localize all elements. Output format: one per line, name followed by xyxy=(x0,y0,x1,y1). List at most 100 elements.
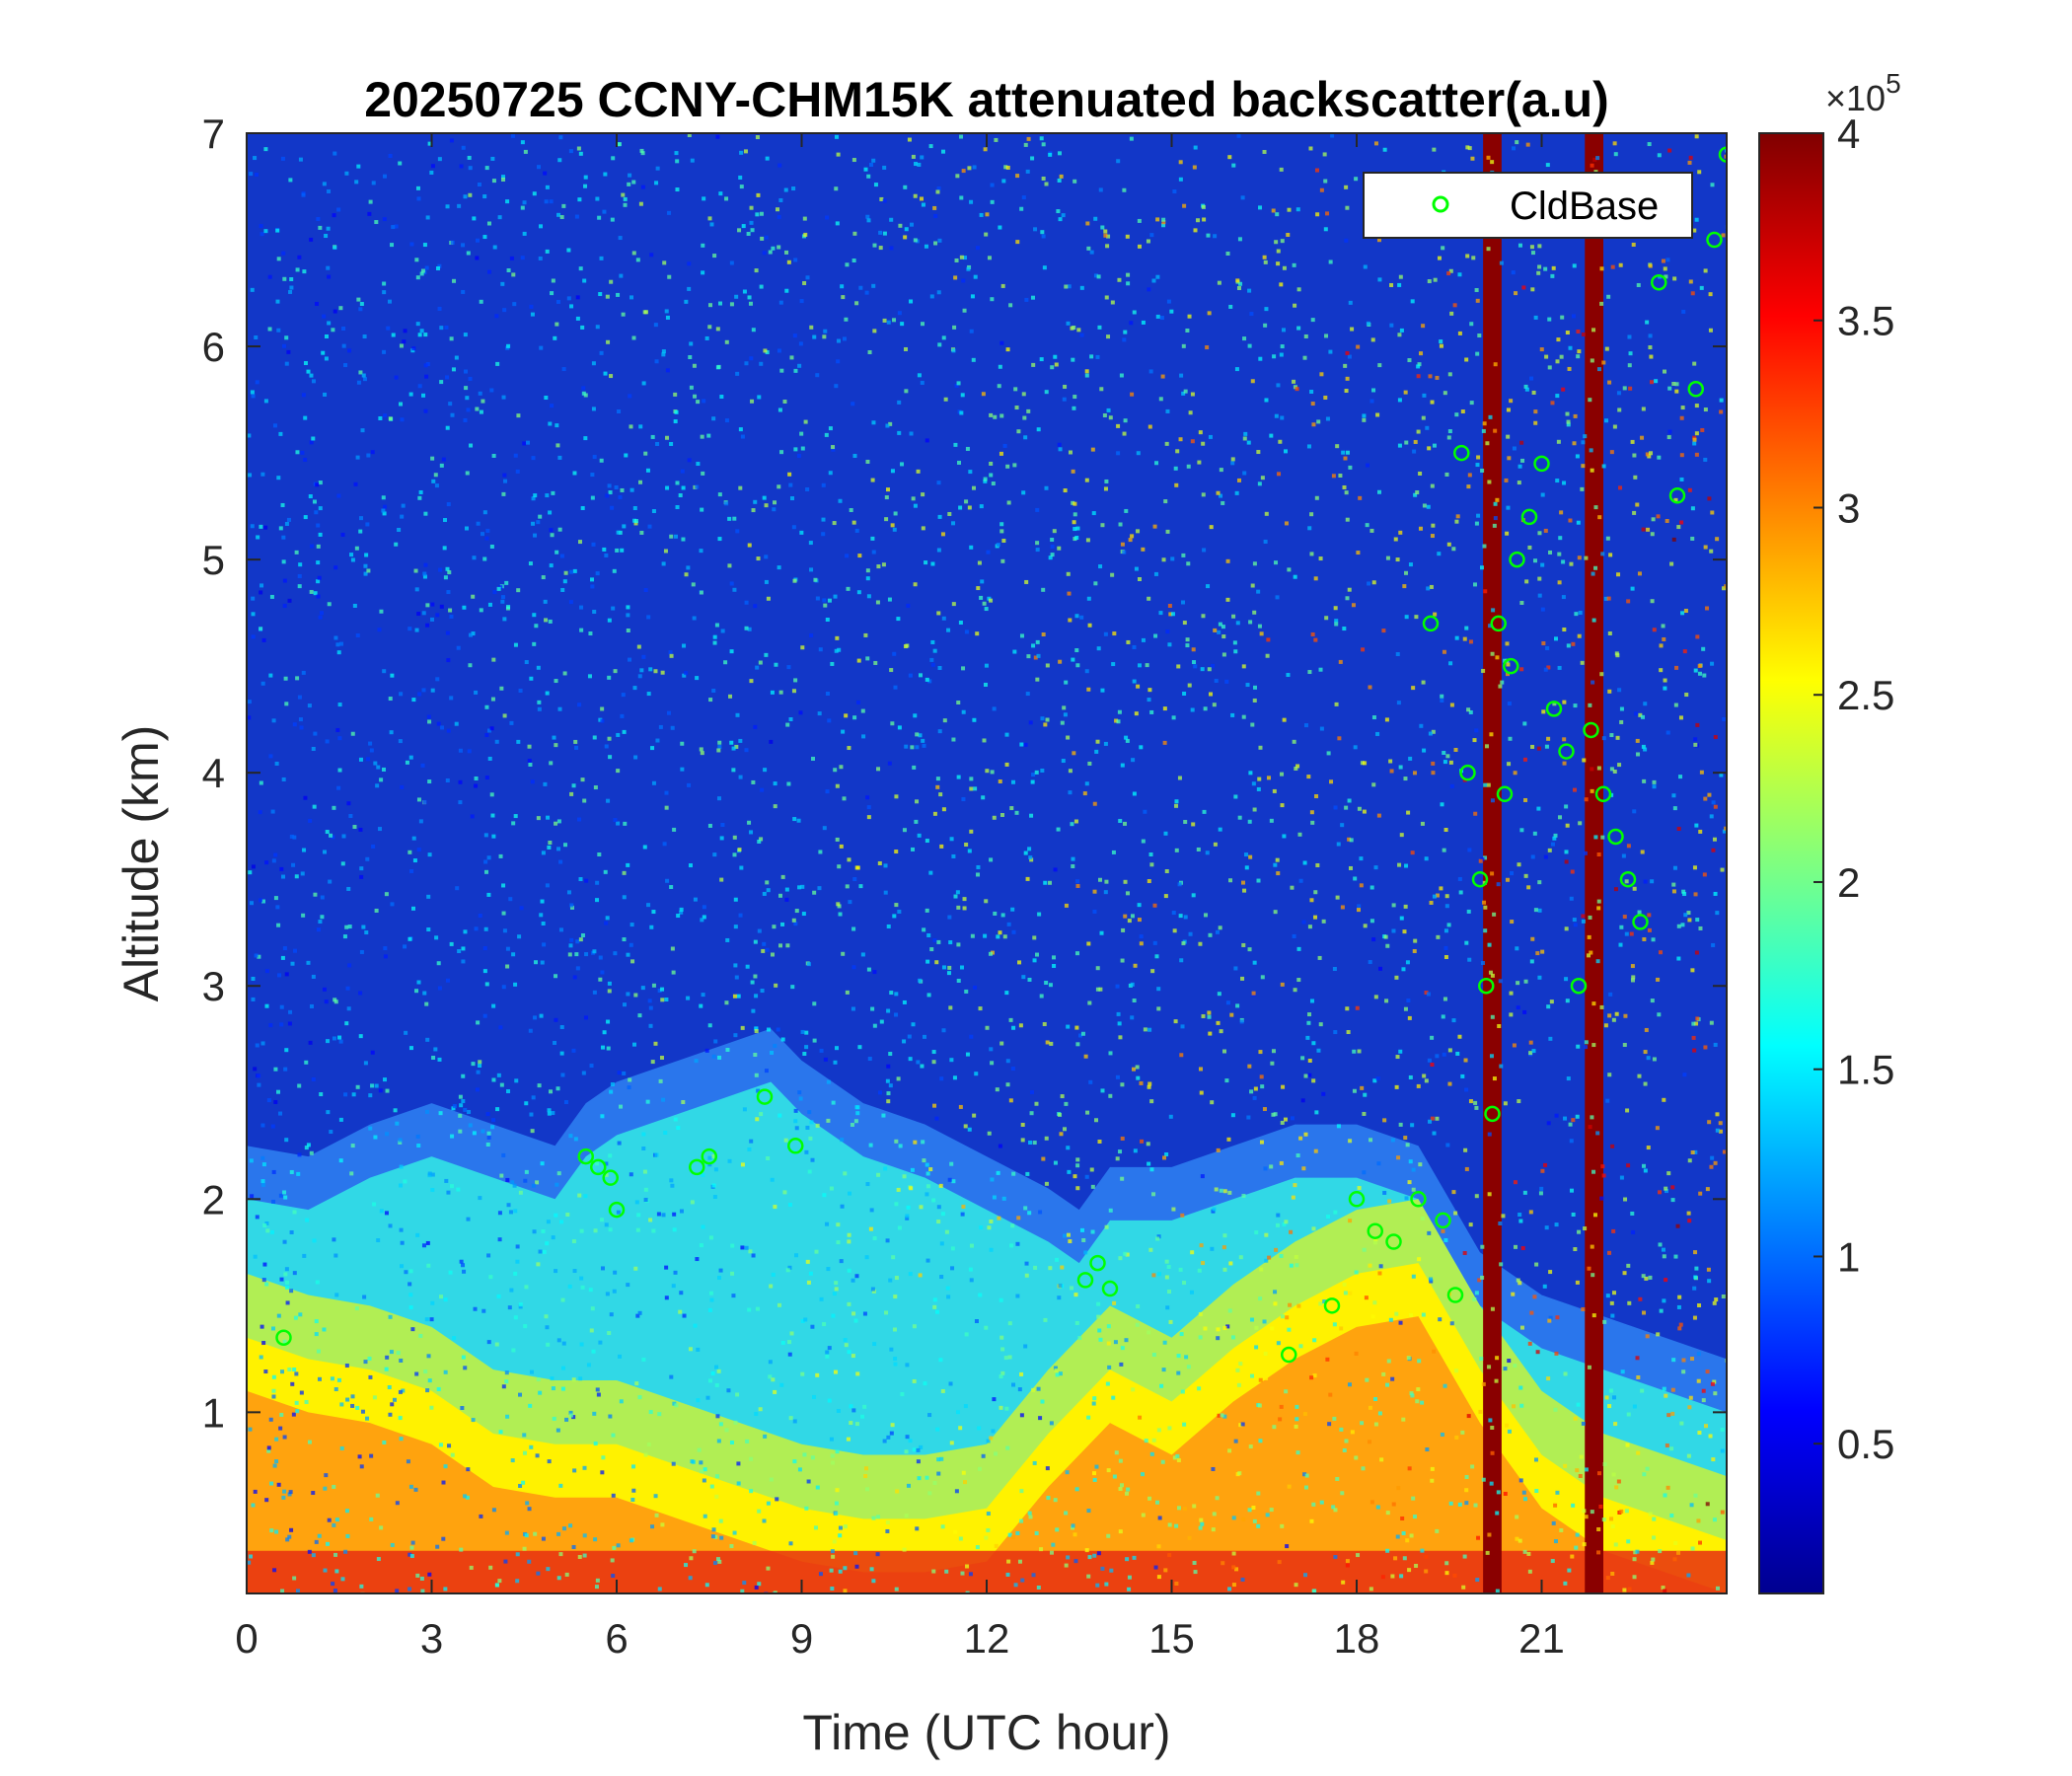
noise-pixel xyxy=(1424,991,1429,996)
noise-pixel xyxy=(501,491,506,496)
noise-pixel xyxy=(1238,1255,1243,1260)
noise-pixel xyxy=(1715,537,1720,542)
noise-pixel xyxy=(919,1444,924,1449)
noise-pixel xyxy=(1116,159,1121,164)
noise-pixel xyxy=(274,1529,279,1534)
noise-pixel xyxy=(443,1464,448,1469)
noise-pixel xyxy=(642,845,647,850)
noise-pixel xyxy=(1057,546,1062,551)
noise-pixel xyxy=(403,944,407,949)
noise-pixel xyxy=(716,796,721,801)
noise-pixel xyxy=(268,1023,273,1028)
noise-pixel xyxy=(1713,891,1718,896)
noise-pixel xyxy=(1589,448,1593,453)
noise-pixel xyxy=(961,709,966,714)
noise-pixel xyxy=(988,951,993,956)
noise-pixel xyxy=(916,1459,921,1464)
noise-pixel xyxy=(1529,959,1534,964)
noise-pixel xyxy=(1577,349,1582,354)
noise-pixel xyxy=(1146,239,1150,244)
noise-pixel xyxy=(975,631,980,636)
noise-pixel xyxy=(552,1416,556,1421)
noise-pixel xyxy=(487,269,492,274)
noise-pixel xyxy=(1264,511,1269,516)
noise-pixel xyxy=(1576,354,1581,359)
noise-pixel xyxy=(806,1479,811,1484)
noise-pixel xyxy=(1264,398,1269,403)
noise-pixel xyxy=(1063,384,1068,389)
noise-pixel xyxy=(438,1111,443,1116)
noise-pixel xyxy=(1414,1563,1419,1568)
noise-pixel xyxy=(1123,418,1128,423)
noise-pixel xyxy=(1432,1131,1437,1136)
noise-pixel xyxy=(534,624,539,629)
noise-pixel xyxy=(1108,415,1113,420)
noise-pixel xyxy=(1523,979,1528,984)
noise-pixel xyxy=(314,1539,319,1544)
noise-pixel xyxy=(1221,1049,1226,1054)
noise-pixel xyxy=(927,679,932,684)
noise-pixel xyxy=(358,516,363,521)
noise-pixel xyxy=(394,542,399,547)
noise-pixel xyxy=(908,673,913,678)
noise-pixel xyxy=(653,323,658,328)
noise-pixel xyxy=(732,994,737,999)
noise-pixel xyxy=(1500,680,1505,685)
noise-pixel xyxy=(494,314,499,319)
noise-pixel xyxy=(1509,399,1514,404)
noise-pixel xyxy=(1186,561,1191,566)
noise-pixel xyxy=(333,309,337,314)
noise-pixel xyxy=(1487,942,1492,947)
noise-pixel xyxy=(1609,450,1614,455)
noise-pixel xyxy=(1236,478,1241,482)
noise-pixel xyxy=(733,1033,738,1038)
noise-pixel xyxy=(1123,1251,1128,1256)
noise-pixel xyxy=(540,899,545,904)
noise-pixel xyxy=(1091,511,1096,516)
noise-pixel xyxy=(1697,170,1702,175)
noise-pixel xyxy=(1124,508,1129,513)
noise-pixel xyxy=(568,1410,573,1415)
noise-pixel xyxy=(1041,142,1046,147)
noise-pixel xyxy=(780,922,785,926)
noise-pixel xyxy=(1696,1518,1701,1523)
noise-pixel xyxy=(1519,667,1524,672)
noise-pixel xyxy=(1048,152,1053,157)
noise-pixel xyxy=(515,469,520,474)
noise-pixel xyxy=(607,989,612,994)
noise-pixel xyxy=(1408,1074,1413,1079)
noise-pixel xyxy=(559,1220,564,1224)
noise-pixel xyxy=(994,1451,999,1456)
noise-pixel xyxy=(1642,937,1647,942)
noise-pixel xyxy=(482,510,487,515)
noise-pixel xyxy=(607,981,612,986)
noise-pixel xyxy=(917,833,922,838)
noise-pixel xyxy=(882,198,887,203)
noise-pixel xyxy=(1593,565,1598,570)
noise-pixel xyxy=(1483,589,1488,594)
noise-pixel xyxy=(1049,1041,1054,1046)
noise-pixel xyxy=(1537,593,1542,598)
noise-pixel xyxy=(1370,337,1375,342)
noise-pixel xyxy=(822,1193,827,1198)
noise-pixel xyxy=(1307,670,1312,675)
noise-pixel xyxy=(1612,424,1617,429)
noise-pixel xyxy=(564,1572,569,1577)
noise-pixel xyxy=(686,996,691,1000)
noise-pixel xyxy=(937,342,942,347)
noise-pixel xyxy=(1553,1539,1558,1544)
noise-pixel xyxy=(803,419,808,424)
noise-pixel xyxy=(1424,856,1429,861)
noise-pixel xyxy=(1156,1544,1161,1549)
noise-pixel xyxy=(1652,779,1657,784)
noise-pixel xyxy=(326,265,331,270)
noise-pixel xyxy=(1248,620,1253,625)
noise-pixel xyxy=(1033,655,1038,660)
noise-pixel xyxy=(549,199,554,204)
noise-pixel xyxy=(1665,258,1670,262)
noise-pixel xyxy=(276,257,281,261)
noise-pixel xyxy=(1058,1283,1063,1288)
noise-pixel xyxy=(486,1253,491,1258)
noise-pixel xyxy=(1357,904,1362,909)
noise-pixel xyxy=(1050,365,1055,370)
